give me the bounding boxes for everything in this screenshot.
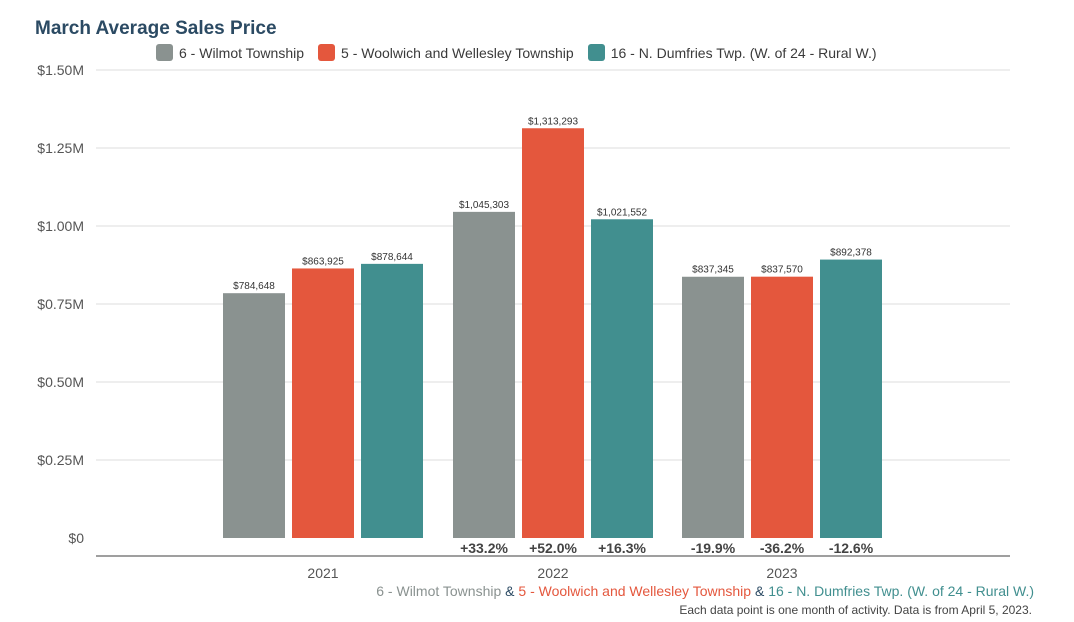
bar-value-label: $1,045,303 (459, 200, 509, 211)
legend-swatch-dumfries (587, 44, 605, 61)
bar (292, 268, 354, 538)
x-tick-label: 2021 (307, 565, 338, 581)
y-tick-label: $0.75M (37, 296, 84, 312)
legend-label-woolwich: 5 - Woolwich and Wellesley Township (341, 44, 574, 61)
footer-amp-2: & (751, 583, 769, 599)
legend: 6 - Wilmot Township 5 - Woolwich and Wel… (156, 44, 877, 61)
footer-note: Each data point is one month of activity… (679, 603, 1032, 617)
bar-value-label: $892,378 (830, 248, 872, 259)
y-tick-label: $1.50M (37, 62, 84, 78)
bar-value-label: $837,570 (761, 265, 803, 276)
y-tick-label: $0 (68, 530, 84, 546)
legend-item-wilmot[interactable]: 6 - Wilmot Township (156, 44, 304, 61)
footer-amp-1: & (501, 583, 519, 599)
bar (682, 276, 744, 538)
footer-series-wilmot: 6 - Wilmot Township (376, 583, 502, 599)
change-label: -12.6% (829, 540, 874, 556)
bar (361, 263, 423, 538)
bar-value-label: $784,648 (233, 281, 275, 292)
bar (453, 211, 515, 538)
bar-value-label: $863,925 (302, 256, 344, 267)
change-label: -36.2% (760, 540, 805, 556)
bar-value-label: $1,313,293 (528, 116, 578, 127)
x-tick-label: 2023 (766, 565, 797, 581)
x-tick-label: 2022 (537, 565, 568, 581)
bar (751, 276, 813, 538)
bar-value-label: $878,644 (371, 252, 413, 263)
y-tick-label: $0.25M (37, 452, 84, 468)
footer-series-dumfries: 16 - N. Dumfries Twp. (W. of 24 - Rural … (768, 583, 1034, 599)
bar-value-label: $837,345 (692, 265, 734, 276)
legend-label-dumfries: 16 - N. Dumfries Twp. (W. of 24 - Rural … (610, 44, 877, 61)
bar-value-label: $1,021,552 (597, 207, 647, 218)
footer-series-line: 6 - Wilmot Township & 5 - Woolwich and W… (376, 583, 1034, 599)
legend-swatch-wilmot (156, 44, 173, 61)
legend-item-dumfries[interactable]: 16 - N. Dumfries Twp. (W. of 24 - Rural … (587, 44, 877, 61)
bar (522, 128, 584, 539)
bar (820, 259, 882, 538)
change-label: +16.3% (598, 540, 646, 556)
footer-series-woolwich: 5 - Woolwich and Wellesley Township (518, 583, 752, 599)
y-tick-label: $1.25M (37, 140, 84, 156)
bar (591, 219, 653, 539)
legend-swatch-woolwich (318, 44, 336, 61)
change-label: -19.9% (691, 540, 736, 556)
change-label: +52.0% (529, 540, 577, 556)
bar (223, 293, 285, 538)
y-tick-label: $1.00M (37, 218, 84, 234)
y-tick-label: $0.50M (37, 374, 84, 390)
change-label: +33.2% (460, 540, 508, 556)
legend-label-wilmot: 6 - Wilmot Township (179, 44, 305, 61)
legend-item-woolwich[interactable]: 5 - Woolwich and Wellesley Township (318, 44, 574, 61)
chart-title: March Average Sales Price (35, 18, 277, 39)
